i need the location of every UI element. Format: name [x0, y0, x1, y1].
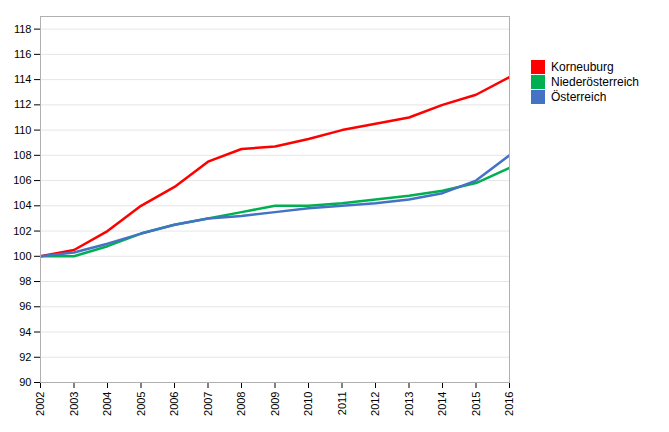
svg-text:106: 106: [13, 174, 31, 186]
svg-text:94: 94: [19, 326, 31, 338]
svg-text:2016: 2016: [503, 392, 515, 416]
svg-text:2008: 2008: [235, 392, 247, 416]
svg-text:100: 100: [13, 250, 31, 262]
svg-text:2015: 2015: [470, 392, 482, 416]
svg-text:112: 112: [14, 98, 32, 110]
svg-text:2013: 2013: [403, 392, 415, 416]
svg-text:90: 90: [19, 376, 31, 388]
svg-text:2003: 2003: [68, 392, 80, 416]
svg-text:118: 118: [14, 23, 32, 35]
svg-text:2002: 2002: [34, 392, 46, 416]
svg-text:104: 104: [13, 199, 31, 211]
svg-text:114: 114: [14, 73, 32, 85]
svg-text:2011: 2011: [336, 392, 348, 416]
html-text:Österreich: Österreich: [551, 90, 607, 104]
svg-text:2009: 2009: [269, 392, 281, 416]
svg-text:2004: 2004: [101, 392, 113, 416]
svg-text:108: 108: [13, 149, 31, 161]
svg-text:2010: 2010: [302, 392, 314, 416]
html-text:Niederösterreich: Niederösterreich: [551, 75, 639, 89]
svg-text:2007: 2007: [202, 392, 214, 416]
svg-text:110: 110: [14, 124, 32, 136]
svg-text:2005: 2005: [135, 392, 147, 416]
svg-text:92: 92: [19, 351, 31, 363]
svg-text:98: 98: [19, 275, 31, 287]
svg-text:116: 116: [14, 48, 32, 60]
svg-text:2012: 2012: [369, 392, 381, 416]
html-text:Korneuburg: Korneuburg: [551, 60, 614, 74]
svg-text:96: 96: [19, 300, 31, 312]
svg-text:2006: 2006: [168, 392, 180, 416]
svg-text:102: 102: [13, 225, 31, 237]
svg-text:2014: 2014: [436, 392, 448, 416]
